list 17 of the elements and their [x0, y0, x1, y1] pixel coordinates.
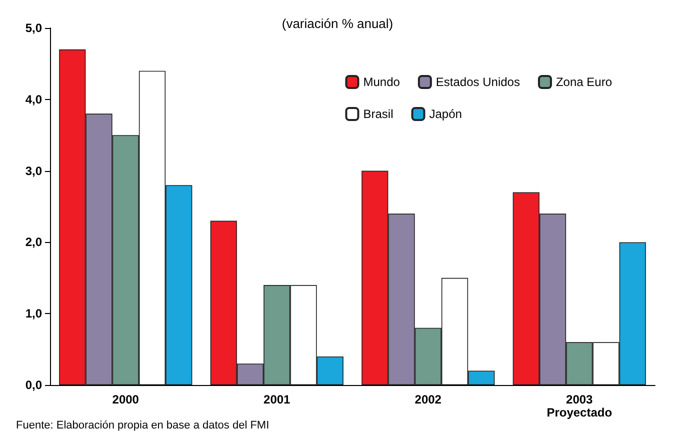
legend-label: Estados Unidos	[436, 75, 520, 89]
legend-label: Mundo	[363, 75, 400, 89]
source-note: Fuente: Elaboración propia en base a datos del FMI	[16, 420, 270, 432]
y-tick-label: 1,0	[25, 306, 42, 321]
y-tick-label: 3,0	[25, 164, 42, 178]
x-tick-label: 2001	[264, 392, 291, 406]
y-tick-label: 0,0	[25, 378, 42, 392]
y-tick-label: 5,0	[25, 21, 42, 35]
chart-title: (variación % anual)	[282, 16, 394, 31]
x-tick-label: 2000	[112, 392, 140, 406]
legend-label: Brasil	[363, 107, 394, 121]
x-tick-label: 2002	[414, 392, 442, 406]
x-tick-label: 2003 Proyectado	[546, 392, 612, 420]
y-tick-label: 2,0	[25, 235, 42, 250]
legend-label: Japón	[429, 107, 462, 121]
y-tick-label: 4,0	[25, 92, 42, 106]
legend-label: Zona Euro	[556, 75, 612, 89]
